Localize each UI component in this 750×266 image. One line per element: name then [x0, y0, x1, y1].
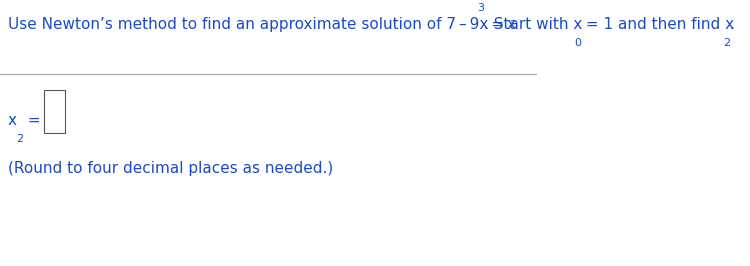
- Text: = 1 and then find x: = 1 and then find x: [581, 17, 734, 32]
- FancyBboxPatch shape: [44, 90, 65, 133]
- Text: 3: 3: [478, 3, 484, 13]
- Text: x: x: [8, 113, 17, 128]
- Text: =: =: [23, 113, 46, 128]
- Text: 2: 2: [723, 38, 730, 48]
- Text: . Start with x: . Start with x: [484, 17, 582, 32]
- Text: .: .: [729, 17, 734, 32]
- Text: (Round to four decimal places as needed.): (Round to four decimal places as needed.…: [8, 161, 333, 176]
- Text: 2: 2: [16, 134, 23, 144]
- Text: 0: 0: [574, 38, 582, 48]
- Text: Use Newton’s method to find an approximate solution of 7 – 9x = x: Use Newton’s method to find an approxima…: [8, 17, 516, 32]
